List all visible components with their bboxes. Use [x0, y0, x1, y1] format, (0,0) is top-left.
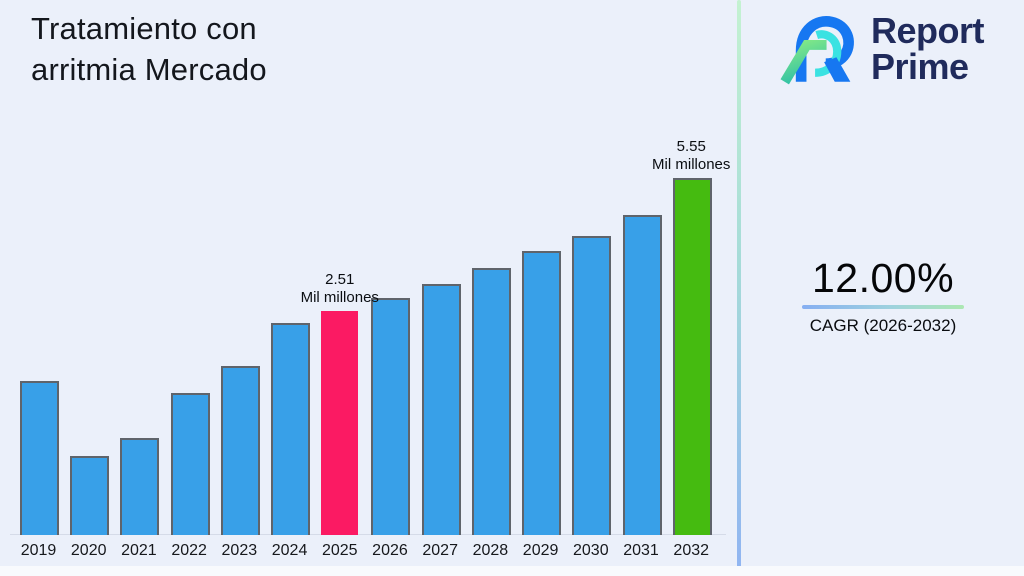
- bar-chart: 2019 2020 2021 2022 2023 2024 2025 2026 2027 2028…: [10, 138, 730, 559]
- bar-2025: [321, 311, 359, 535]
- x-tick-2027: 2027: [422, 542, 458, 559]
- x-tick-2019: 2019: [20, 542, 57, 559]
- bar-2020: [70, 456, 110, 535]
- page-title-line1: Tratamiento con: [31, 11, 257, 46]
- x-tick-2022: 2022: [171, 542, 207, 559]
- bar-2029: [522, 251, 562, 535]
- bar-2027: [421, 284, 461, 535]
- data-label-value-2025: 2.51: [325, 271, 355, 288]
- x-tick-2021: 2021: [121, 542, 157, 559]
- logo-word-report: Report: [871, 10, 985, 51]
- x-tick-2028: 2028: [472, 542, 509, 559]
- bar-2019: [20, 381, 59, 535]
- x-tick-2029: 2029: [522, 542, 559, 559]
- bar-2023: [220, 366, 260, 535]
- cagr-label: CAGR (2026-2032): [809, 316, 957, 335]
- report-prime-logo-text: Report Prime: [871, 10, 985, 87]
- x-tick-2023: 2023: [221, 542, 258, 559]
- x-axis-line: [10, 534, 726, 535]
- bottom-strip: [0, 566, 1024, 576]
- cagr-stat: 12.00% CAGR (2026-2032): [763, 256, 1003, 336]
- x-tick-2031: 2031: [623, 542, 659, 559]
- data-label-unit-2025: Mil millones: [300, 289, 379, 306]
- bar-2030: [572, 236, 612, 535]
- bar-2028: [471, 268, 511, 535]
- cagr-underline: [802, 305, 964, 309]
- bar-2026: [371, 298, 411, 535]
- x-tick-2025: 2025: [321, 542, 358, 559]
- bar-2031: [622, 215, 662, 535]
- bar-2032: [672, 178, 712, 535]
- data-label-value-2032: 5.55: [676, 138, 706, 155]
- x-tick-2020: 2020: [70, 542, 107, 559]
- cagr-value: 12.00%: [811, 255, 955, 301]
- bar-2022: [170, 393, 210, 535]
- page-title-line2: arritmia Mercado: [31, 52, 267, 87]
- x-tick-2032: 2032: [673, 542, 710, 559]
- data-label-unit-2032: Mil millones: [652, 156, 731, 173]
- report-prime-logo-icon: [780, 16, 854, 85]
- logo-word-prime: Prime: [871, 46, 969, 87]
- data-label-2032: 5.55 Mil millones: [652, 138, 730, 174]
- x-tick-2026: 2026: [372, 542, 408, 559]
- x-tick-2030: 2030: [573, 542, 609, 559]
- page-title: Tratamiento con arritmia Mercado: [31, 8, 267, 90]
- section-divider: [737, 0, 741, 576]
- data-label-2025: 2.51 Mil millones: [301, 271, 379, 307]
- report-prime-logo: Report Prime: [779, 8, 985, 90]
- bar-2024: [271, 323, 311, 535]
- x-tick-2024: 2024: [271, 542, 308, 559]
- bar-2021: [120, 438, 160, 535]
